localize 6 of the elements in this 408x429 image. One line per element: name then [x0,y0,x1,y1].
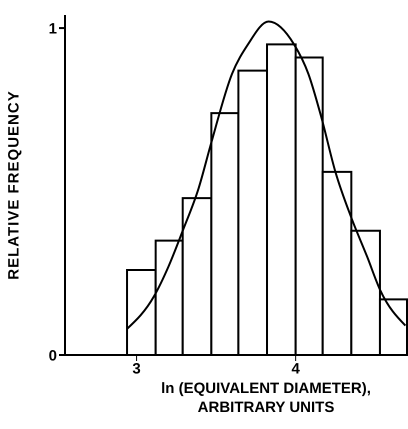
x-tick-label: 3 [132,360,141,378]
y-axis-title: RELATIVE FREQUENCY [5,90,22,280]
x-axis-title: ln (EQUIVALENT DIAMETER), ARBITRARY UNITS [161,380,371,416]
y-tick-label: 1 [48,20,57,38]
y-tick-label: 0 [48,347,57,364]
x-tick-label: 4 [291,360,300,378]
